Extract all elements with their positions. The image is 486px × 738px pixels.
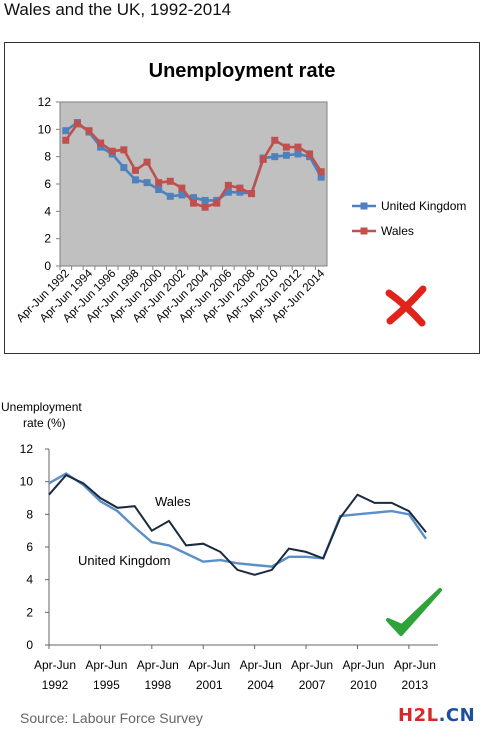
old-data-point-wales bbox=[85, 127, 93, 135]
old-data-point-uk bbox=[97, 143, 105, 151]
new-x-tick-label-top: Apr-Jun bbox=[34, 658, 76, 672]
new-series-line-wales bbox=[48, 473, 427, 576]
old-data-point-wales bbox=[155, 179, 163, 187]
old-data-point-uk bbox=[62, 127, 70, 135]
old-y-tick-label: 12 bbox=[38, 95, 52, 109]
old-y-tick-label: 10 bbox=[38, 122, 52, 136]
new-x-tick-label-year: 1998 bbox=[144, 678, 171, 692]
old-data-point-wales bbox=[236, 184, 244, 192]
old-legend-label: Wales bbox=[381, 224, 414, 238]
old-data-point-uk bbox=[178, 191, 186, 199]
old-data-point-wales bbox=[224, 181, 232, 189]
new-y-tick-label: 0 bbox=[26, 638, 33, 652]
new-y-tick-label: 10 bbox=[20, 475, 34, 489]
old-data-point-wales bbox=[317, 168, 325, 176]
old-data-point-uk bbox=[120, 164, 128, 172]
old-chart-title: Unemployment rate bbox=[149, 60, 336, 82]
old-data-point-wales bbox=[213, 199, 221, 207]
page-title: Wales and the UK, 1992-2014 bbox=[4, 0, 232, 19]
old-data-point-uk bbox=[282, 151, 290, 159]
new-x-tick-label-top: Apr-Jun bbox=[188, 658, 230, 672]
old-data-point-wales bbox=[259, 155, 267, 163]
new-x-tick-label-year: 2010 bbox=[350, 678, 377, 692]
old-y-tick-label: 0 bbox=[44, 259, 51, 273]
new-x-tick-label-year: 2004 bbox=[247, 678, 274, 692]
new-y-tick-label: 6 bbox=[26, 540, 33, 554]
old-plot-area bbox=[59, 101, 328, 267]
old-data-point-uk bbox=[143, 179, 151, 187]
old-data-point-wales bbox=[73, 120, 81, 128]
old-data-point-wales bbox=[166, 177, 174, 185]
old-data-point-uk bbox=[155, 185, 163, 193]
old-legend-marker bbox=[360, 202, 368, 210]
check-icon bbox=[386, 588, 442, 636]
old-data-point-wales bbox=[131, 166, 139, 174]
new-series-line-uk bbox=[48, 472, 427, 568]
new-x-tick-label-year: 1995 bbox=[93, 678, 120, 692]
old-data-point-uk bbox=[236, 188, 244, 196]
new-y-tick-label: 12 bbox=[20, 442, 34, 456]
new-x-tick-label-top: Apr-Jun bbox=[291, 658, 333, 672]
old-data-point-wales bbox=[271, 136, 279, 144]
new-x-tick-label-top: Apr-Jun bbox=[394, 658, 436, 672]
new-y-axis-label-line2: rate (%) bbox=[23, 416, 66, 430]
new-series-label-wales: Wales bbox=[155, 494, 191, 509]
new-x-tick-label-top: Apr-Jun bbox=[342, 658, 384, 672]
old-data-point-wales bbox=[62, 136, 70, 144]
old-legend-marker bbox=[360, 227, 368, 235]
old-data-point-uk bbox=[166, 192, 174, 200]
old-data-point-uk bbox=[131, 176, 139, 184]
cross-icon-stroke bbox=[386, 285, 427, 325]
old-data-point-wales bbox=[248, 190, 256, 198]
old-data-point-uk bbox=[271, 153, 279, 161]
old-data-point-wales bbox=[201, 203, 209, 211]
new-y-tick-label: 8 bbox=[26, 507, 33, 521]
new-x-tick-label-year: 2013 bbox=[402, 678, 429, 692]
new-x-tick-label-year: 2001 bbox=[196, 678, 223, 692]
new-y-tick-label: 4 bbox=[26, 573, 33, 587]
old-data-point-uk bbox=[317, 173, 325, 181]
source-note: Source: Labour Force Survey bbox=[20, 710, 203, 726]
new-series-label-uk: United Kingdom bbox=[78, 553, 171, 568]
old-data-point-uk bbox=[224, 188, 232, 196]
watermark-main: H2L bbox=[398, 705, 439, 726]
old-data-point-wales bbox=[282, 143, 290, 151]
old-data-point-uk bbox=[201, 196, 209, 204]
new-y-axis-label-line1: Unemployment bbox=[1, 400, 82, 414]
old-data-point-wales bbox=[306, 150, 314, 158]
old-y-tick-label: 8 bbox=[44, 150, 51, 164]
new-x-tick-label-top: Apr-Jun bbox=[240, 658, 282, 672]
old-data-point-wales bbox=[97, 139, 105, 147]
old-y-tick-label: 2 bbox=[44, 232, 51, 246]
old-data-point-wales bbox=[294, 143, 302, 151]
old-data-point-uk bbox=[190, 194, 197, 202]
new-x-tick-label-year: 2007 bbox=[299, 678, 326, 692]
old-legend-label: United Kingdom bbox=[381, 199, 466, 213]
old-y-tick-label: 6 bbox=[44, 177, 51, 191]
new-x-tick-label-top: Apr-Jun bbox=[137, 658, 179, 672]
old-data-point-wales bbox=[143, 158, 151, 166]
old-data-point-wales bbox=[108, 147, 116, 155]
old-data-point-wales bbox=[178, 184, 186, 192]
new-y-tick-label: 2 bbox=[26, 605, 33, 619]
watermark-logo: H2L.CN bbox=[398, 705, 475, 726]
old-data-point-wales bbox=[120, 146, 128, 154]
new-x-tick-label-year: 1992 bbox=[42, 678, 69, 692]
watermark-suffix: .CN bbox=[438, 705, 476, 726]
old-data-point-wales bbox=[190, 199, 197, 207]
old-y-tick-label: 4 bbox=[44, 204, 51, 218]
new-x-tick-label-top: Apr-Jun bbox=[85, 658, 127, 672]
old-data-point-uk bbox=[294, 150, 302, 158]
